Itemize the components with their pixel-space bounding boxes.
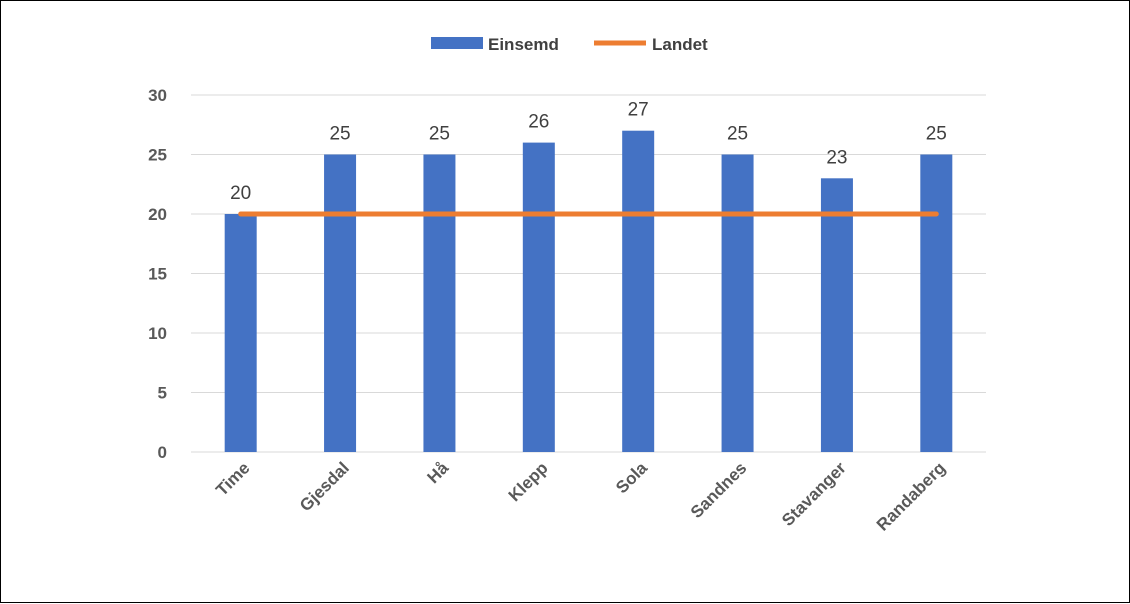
x-tick-label: Time xyxy=(212,458,253,499)
x-tick-label: Sandnes xyxy=(687,458,751,522)
y-tick-label: 0 xyxy=(158,443,167,462)
gridlines xyxy=(191,94,986,453)
x-tick-label: Sola xyxy=(612,458,651,497)
bar-klepp xyxy=(522,142,555,452)
x-tick-label: Stavanger xyxy=(778,458,850,530)
x-tick-label: Klepp xyxy=(505,458,552,505)
bar-gjesdal xyxy=(324,154,357,452)
bar-hå xyxy=(423,154,456,452)
bar-stavanger xyxy=(820,178,853,453)
x-tick-label: Gjesdal xyxy=(296,458,353,515)
y-tick-label: 20 xyxy=(148,205,167,224)
bar-time xyxy=(224,214,257,452)
y-tick-label: 30 xyxy=(148,86,167,105)
legend-label-einsemd: Einsemd xyxy=(488,35,559,54)
data-label: 27 xyxy=(628,100,649,121)
data-label: 25 xyxy=(429,124,450,145)
bar-series xyxy=(224,130,953,453)
legend-label-landet: Landet xyxy=(652,35,708,54)
y-tick-label: 25 xyxy=(148,146,167,165)
data-label: 26 xyxy=(528,112,549,133)
x-axis: Time Gjesdal Hå Klepp Sola Sandnes Stavanger Ra… xyxy=(212,458,949,535)
data-label: 25 xyxy=(926,124,947,145)
x-tick-label: Hå xyxy=(423,458,452,487)
data-label: 23 xyxy=(826,147,847,168)
y-tick-label: 10 xyxy=(148,324,167,343)
data-labels: 20 25 25 26 27 25 23 25 xyxy=(230,100,947,204)
y-tick-label: 15 xyxy=(148,265,167,284)
bar-randaberg xyxy=(920,154,953,452)
bar-sola xyxy=(622,130,655,452)
y-tick-label: 5 xyxy=(158,384,167,403)
data-label: 20 xyxy=(230,183,251,204)
legend: Einsemd Landet xyxy=(431,35,708,54)
y-axis: 0 5 10 15 20 25 30 xyxy=(148,86,167,462)
data-label: 25 xyxy=(329,124,350,145)
x-tick-label: Randaberg xyxy=(873,458,949,534)
legend-swatch-einsemd xyxy=(431,37,483,49)
bar-sandnes xyxy=(721,154,754,452)
data-label: 25 xyxy=(727,124,748,145)
